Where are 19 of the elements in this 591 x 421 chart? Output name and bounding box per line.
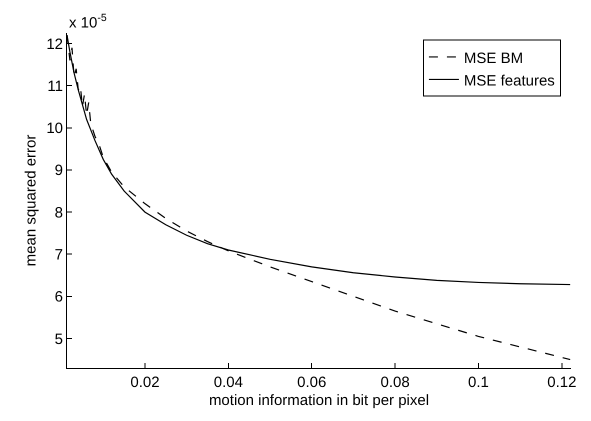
y-axis-title: mean squared error xyxy=(22,134,40,266)
y-tick-label: 8 xyxy=(54,204,63,222)
x-tick-label: 0.02 xyxy=(130,374,160,391)
y-tick-label: 10 xyxy=(46,120,63,138)
x-tick-label: 0.04 xyxy=(214,374,243,391)
x-tick-label: 0.06 xyxy=(297,374,326,391)
y-tick-label: 7 xyxy=(54,246,63,264)
x-tick-label: 0.08 xyxy=(380,374,410,391)
x-tick-label: 0.1 xyxy=(468,374,489,391)
x-axis-title: motion information in bit per pixel xyxy=(208,392,430,409)
x-tick-label: 0.12 xyxy=(547,374,576,391)
y-tick-label: 9 xyxy=(54,162,63,180)
text: x 10$^{-5}$ xyxy=(69,12,107,32)
legend-label: MSE features xyxy=(464,72,555,90)
y-tick-label: 12 xyxy=(46,36,63,53)
y-tick-label: 11 xyxy=(47,78,63,95)
legend-label: MSE BM xyxy=(464,50,524,67)
y-tick-label: 5 xyxy=(54,330,63,348)
y-tick-label: 6 xyxy=(54,288,63,306)
